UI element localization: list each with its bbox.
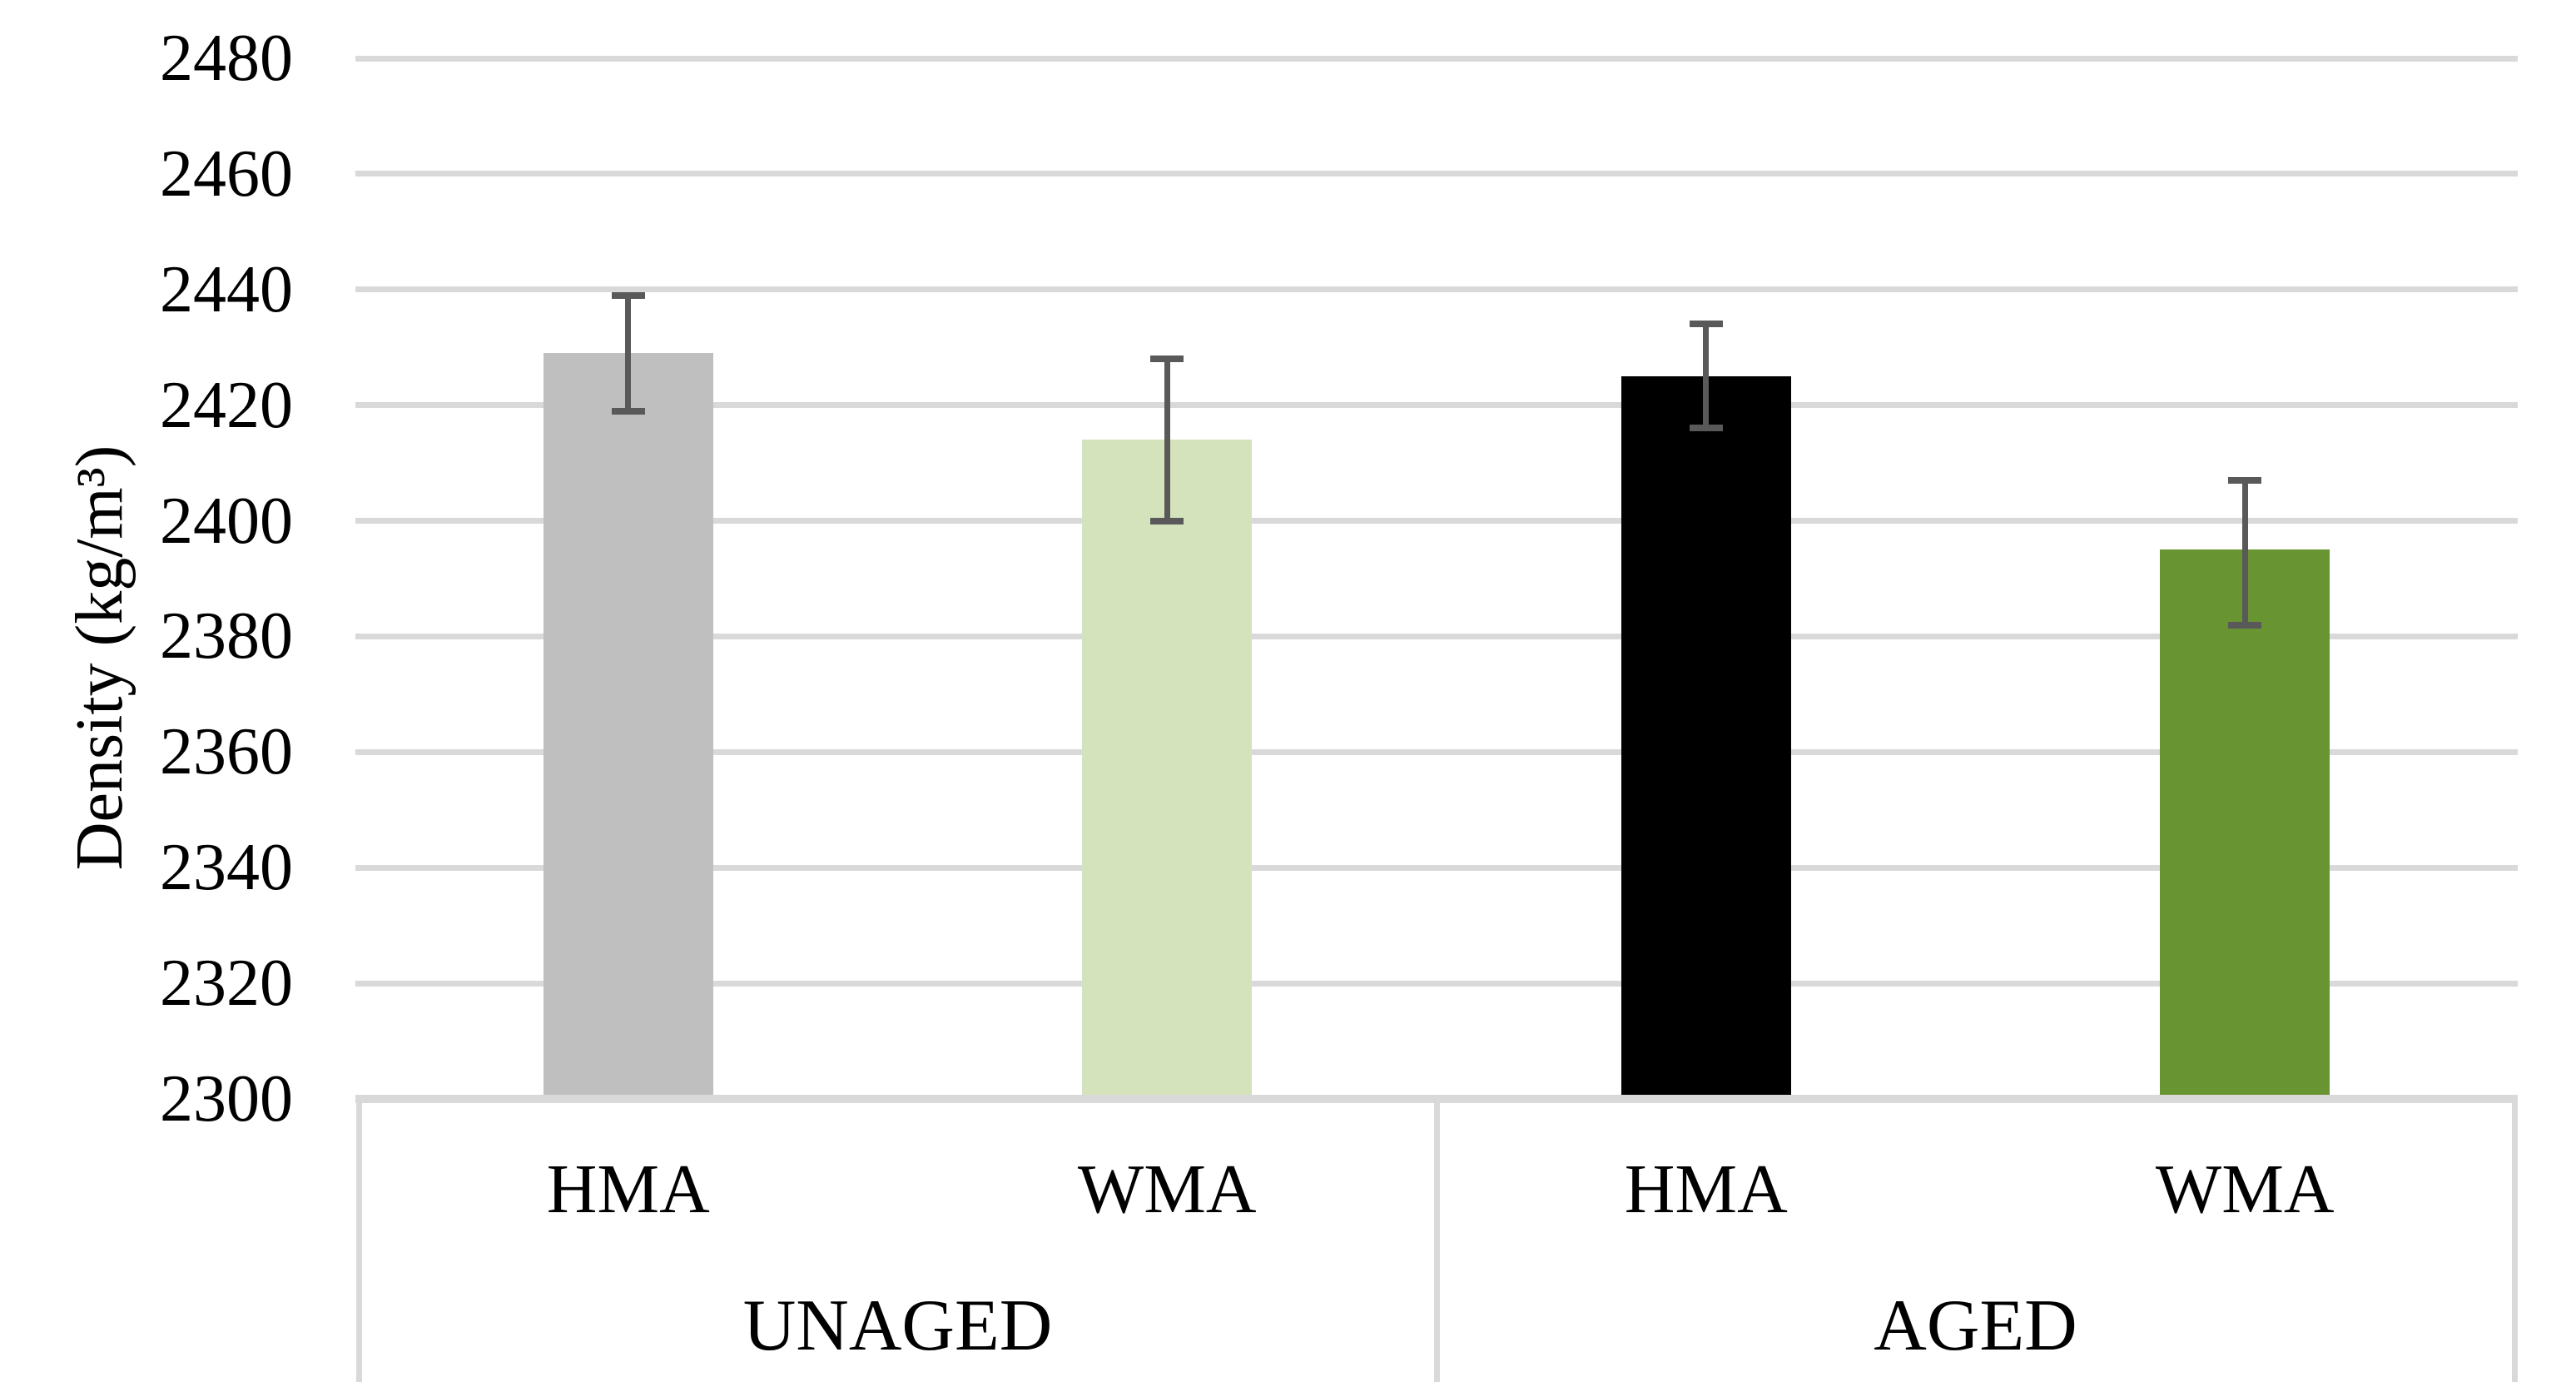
bar-unaged-wma <box>1082 440 1253 1095</box>
gridline-2340 <box>355 864 2518 871</box>
bar-aged-hma <box>1621 375 1791 1095</box>
error-bar-line-unaged-wma <box>1164 359 1170 521</box>
y-tick-label-2300: 2300 <box>160 1062 293 1136</box>
error-bar-line-aged-wma <box>2241 480 2248 625</box>
category-separator-1 <box>1433 1099 1440 1382</box>
error-bar-line-unaged-hma <box>625 295 632 411</box>
bar-aged-wma <box>2160 549 2330 1095</box>
y-tick-label-2480: 2480 <box>160 22 293 95</box>
gridline-2400 <box>355 518 2518 524</box>
gridline-2360 <box>355 748 2518 755</box>
gridline-2460 <box>355 171 2518 177</box>
error-bar-cap-top-unaged-wma <box>1150 355 1184 363</box>
gridline-2420 <box>355 402 2518 409</box>
y-tick-label-2320: 2320 <box>160 947 293 1021</box>
error-bar-cap-top-aged-wma <box>2228 476 2262 484</box>
gridline-2320 <box>355 980 2518 987</box>
gridline-2380 <box>355 633 2518 639</box>
category-label-aged-wma: WMA <box>2155 1151 2335 1228</box>
error-bar-cap-top-unaged-hma <box>611 291 645 299</box>
category-label-aged-hma: HMA <box>1624 1151 1788 1228</box>
y-tick-label-2380: 2380 <box>160 599 293 674</box>
error-bar-cap-bottom-aged-wma <box>2228 621 2262 629</box>
error-bar-cap-bottom-aged-hma <box>1689 425 1723 432</box>
gridline-2440 <box>355 286 2518 293</box>
category-separator-0 <box>355 1099 362 1382</box>
category-separator-2 <box>2511 1099 2518 1382</box>
y-tick-label-2460: 2460 <box>160 137 293 211</box>
category-label-unaged-hma: HMA <box>546 1151 710 1228</box>
error-bar-cap-bottom-unaged-hma <box>611 407 645 415</box>
error-bar-cap-bottom-unaged-wma <box>1150 517 1184 524</box>
error-bar-line-aged-hma <box>1703 324 1710 429</box>
y-tick-label-2440: 2440 <box>160 252 293 326</box>
y-tick-label-2400: 2400 <box>160 484 293 558</box>
y-tick-label-2360: 2360 <box>160 715 293 789</box>
group-label-unaged: UNAGED <box>742 1285 1053 1366</box>
y-tick-label-2420: 2420 <box>160 368 293 442</box>
category-label-unaged-wma: WMA <box>1077 1151 1257 1228</box>
group-label-aged: AGED <box>1874 1285 2077 1366</box>
gridline-2480 <box>355 55 2518 62</box>
y-tick-label-2340: 2340 <box>160 831 293 905</box>
bar-unaged-hma <box>543 353 713 1095</box>
error-bar-cap-top-aged-hma <box>1689 321 1723 328</box>
